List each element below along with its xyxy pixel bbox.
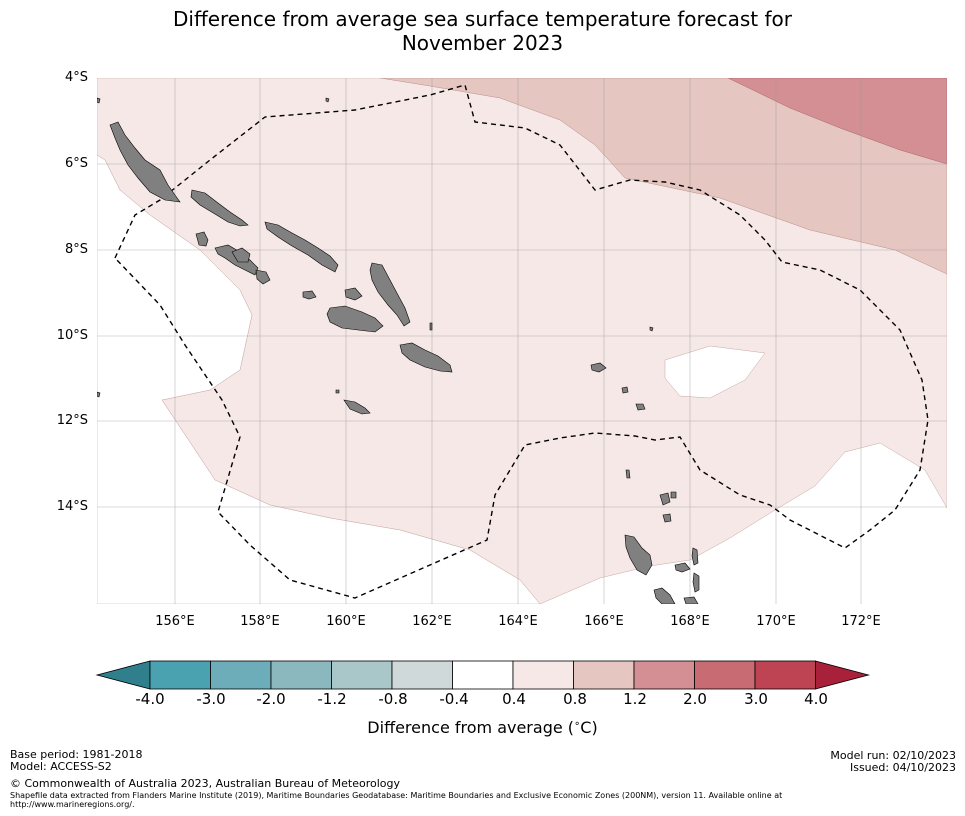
title-line-2: November 2023	[401, 31, 564, 55]
colorbar-tick-label: 0.4	[502, 690, 526, 708]
anomaly-band-0.8-1.2	[379, 78, 947, 275]
footer-right: Model run: 02/10/2023 Issued: 04/10/2023	[830, 750, 956, 774]
colorbar-tick-label: -4.0	[135, 690, 165, 708]
model-run: Model run: 02/10/2023	[830, 749, 956, 762]
colorbar-label: Difference from average (∘C)	[367, 718, 598, 737]
island-vanikoro	[621, 386, 629, 394]
island-florida	[344, 287, 363, 301]
lat-label-12s: 12°S	[56, 413, 88, 428]
island-malekula	[653, 587, 676, 604]
model-name: Model: ACCESS-S2	[10, 760, 112, 773]
island-rennell	[343, 399, 371, 415]
island-small-1	[97, 391, 101, 398]
island-santa-cruz	[590, 362, 607, 373]
lon-label-158e: 158°E	[240, 614, 280, 629]
lat-label-8s: 8°S	[64, 242, 88, 257]
island-small-3	[649, 326, 654, 332]
island-small-2	[325, 97, 330, 103]
colorbar-tick-label: -1.2	[317, 690, 347, 708]
island-guadalcanal	[326, 305, 384, 333]
lon-label-162e: 162°E	[412, 614, 452, 629]
chart-title: Difference from average sea surface temp…	[0, 7, 965, 55]
lon-label-164e: 164°E	[498, 614, 538, 629]
island-ambrym	[683, 596, 699, 604]
island-banks	[659, 492, 671, 506]
lat-label-10s: 10°S	[56, 328, 88, 343]
island-rendova	[255, 269, 271, 285]
island-russell	[302, 290, 317, 300]
lat-label-14s: 14°S	[56, 499, 88, 514]
island-choiseul	[190, 189, 249, 227]
base-period: Base period: 1981-2018	[10, 748, 143, 761]
island-pentecost	[692, 572, 700, 593]
issued-date: Issued: 04/10/2023	[849, 761, 956, 774]
island-ambae	[674, 562, 691, 573]
lon-label-166e: 166°E	[584, 614, 624, 629]
island-small-5	[335, 389, 340, 394]
island-santa-isabel	[264, 221, 339, 273]
lon-label-160e: 160°E	[326, 614, 366, 629]
lat-label-4s: 4°S	[64, 70, 88, 85]
island-small-4	[429, 322, 433, 331]
copyright: © Commonwealth of Australia 2023, Austra…	[10, 777, 400, 790]
lon-label-168e: 168°E	[670, 614, 710, 629]
island-small-7	[670, 491, 677, 499]
land-masses	[97, 97, 700, 604]
island-small-6	[625, 469, 631, 479]
island-espiritu-santo	[624, 534, 653, 576]
eez-boundary	[114, 84, 929, 599]
colorbar-tick-label: -0.8	[378, 690, 408, 708]
lon-label-172e: 172°E	[841, 614, 881, 629]
neutral-region-southwest	[97, 154, 541, 604]
colorbar-tick-label: 0.8	[563, 690, 587, 708]
title-line-1: Difference from average sea surface temp…	[172, 7, 792, 31]
island-kolombangara	[231, 247, 251, 263]
colorbar-tick-label: 2.0	[683, 690, 707, 708]
colorbar-tick-label: 1.2	[623, 690, 647, 708]
lon-label-156e: 156°E	[155, 614, 195, 629]
footer-left: Base period: 1981-2018 Model: ACCESS-S2	[10, 749, 142, 773]
island-shortland	[97, 97, 101, 104]
island-bougainville	[109, 121, 181, 203]
colorbar-tick-label: -3.0	[196, 690, 226, 708]
island-maewo	[691, 547, 699, 566]
island-malaita	[369, 262, 411, 327]
colorbar-tick-label: -2.0	[256, 690, 286, 708]
lon-label-170e: 170°E	[756, 614, 796, 629]
colorbar-tick-label: -0.4	[439, 690, 469, 708]
lat-label-6s: 6°S	[64, 156, 88, 171]
island-makira	[399, 342, 453, 373]
island-utupua	[635, 403, 646, 411]
island-vella-lavella	[195, 231, 209, 247]
shapefile-credit: Shapefile data extracted from Flanders M…	[10, 791, 783, 809]
anomaly-band-1.2-2.0	[727, 78, 947, 165]
island-banks-2	[662, 513, 672, 523]
colorbar-tick-label: 4.0	[804, 690, 828, 708]
colorbar-tick-label: 3.0	[744, 690, 768, 708]
